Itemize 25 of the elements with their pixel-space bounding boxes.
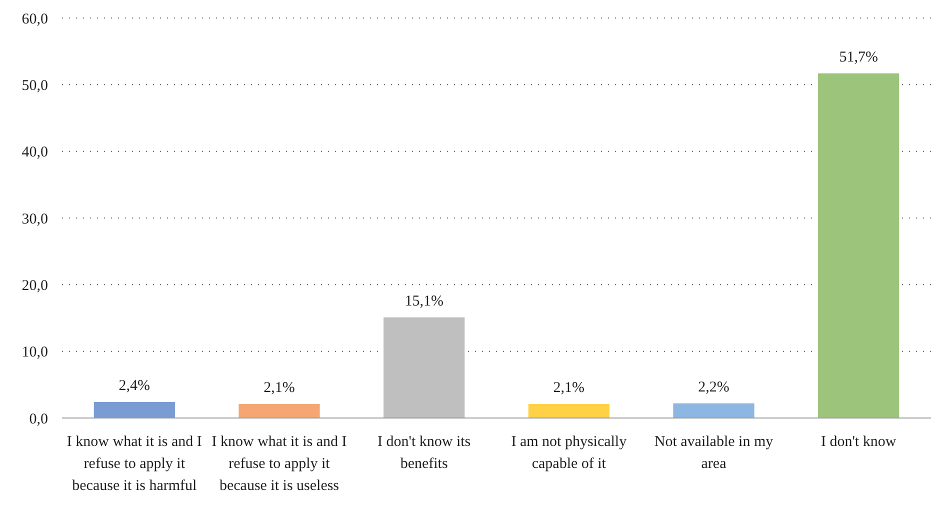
bar: [528, 404, 610, 418]
data-label: 15,1%: [404, 293, 444, 310]
y-tick-label: 0,0: [29, 411, 48, 428]
x-tick-label: I am not physically capable of it: [511, 434, 628, 472]
data-label: 2,2%: [698, 379, 730, 396]
data-label: 2,1%: [553, 380, 585, 396]
y-tick-label: 20,0: [22, 278, 48, 294]
y-tick-label: 30,0: [22, 211, 48, 228]
data-label: 51,7%: [839, 49, 878, 66]
bar: [94, 402, 175, 418]
bar: [384, 317, 465, 418]
x-tick-label: I know what it is and I refuse to apply it because it is useless: [212, 434, 347, 494]
bar: [238, 404, 320, 418]
data-label: 2,1%: [264, 380, 295, 396]
data-label: 2,4%: [118, 378, 150, 394]
bar: [818, 73, 900, 418]
y-tick-label: 60,0: [22, 11, 48, 28]
x-tick-label: I don't know its benefits: [378, 434, 471, 472]
bar: [673, 403, 754, 418]
y-tick-label: 40,0: [22, 144, 48, 161]
y-tick-label: 50,0: [22, 78, 48, 94]
x-tick-label: I know what it is and I refuse to apply it because it is harmful: [66, 434, 202, 494]
x-tick-label: I don't know: [820, 434, 896, 450]
y-tick-label: 10,0: [22, 344, 48, 361]
x-tick-label: Not available in my area: [654, 434, 774, 472]
